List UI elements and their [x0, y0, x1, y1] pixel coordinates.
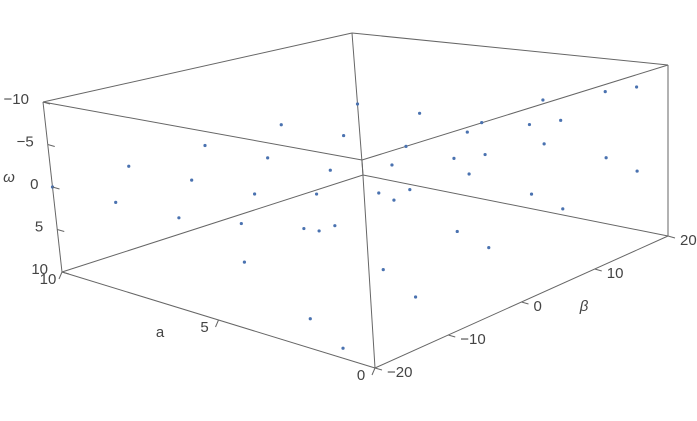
y-tick-label: −10 — [460, 331, 485, 348]
x-axis-label: a — [156, 324, 165, 341]
data-point — [190, 178, 194, 182]
data-point — [480, 121, 484, 125]
z-tick — [52, 186, 60, 190]
data-point — [341, 346, 345, 350]
data-point — [177, 216, 181, 220]
y-tick-label: −20 — [387, 364, 412, 381]
x-tick — [371, 367, 376, 376]
data-point — [603, 90, 607, 94]
data-point — [355, 102, 360, 106]
data-point — [487, 246, 491, 250]
x-tick — [215, 319, 219, 328]
data-point — [467, 172, 471, 176]
z-tick-label: 5 — [35, 218, 43, 235]
data-point — [404, 144, 408, 148]
y-tick — [521, 301, 529, 305]
y-tick-label: 0 — [534, 298, 542, 315]
box-edge — [362, 174, 669, 237]
x-tick — [58, 271, 63, 280]
data-point — [381, 268, 385, 272]
z-tick-label: −10 — [4, 91, 29, 108]
y-tick — [667, 235, 676, 239]
data-point — [392, 198, 396, 202]
data-point — [302, 226, 306, 231]
data-point — [541, 98, 545, 102]
data-point — [527, 122, 532, 127]
data-point — [413, 295, 418, 299]
z-tick — [47, 144, 55, 147]
data-point — [377, 191, 381, 195]
x-tick-label: 0 — [357, 367, 365, 384]
box-edge — [361, 159, 376, 369]
data-point — [542, 142, 546, 146]
data-point — [483, 152, 487, 157]
data-point — [604, 156, 608, 160]
data-point — [455, 229, 459, 234]
data-point — [408, 188, 412, 192]
z-tick-label: 0 — [30, 176, 38, 193]
x-tick-label: 5 — [200, 319, 208, 336]
y-tick-label: 20 — [680, 232, 697, 249]
data-point — [114, 200, 118, 204]
box-edge — [42, 32, 353, 103]
data-point — [242, 260, 247, 264]
data-point — [317, 229, 321, 233]
y-tick-label: 10 — [607, 265, 624, 282]
z-tick — [61, 271, 70, 275]
box-edge — [42, 101, 363, 161]
data-point — [333, 224, 337, 228]
y-tick — [448, 334, 456, 338]
data-point — [452, 156, 456, 160]
box-edge — [61, 174, 364, 273]
z-axis-label: ω — [3, 169, 15, 186]
data-point — [561, 207, 565, 211]
data-point — [127, 164, 131, 168]
box-edge — [351, 32, 669, 66]
x-tick-label: 10 — [40, 271, 57, 288]
z-tick-label: −5 — [17, 133, 34, 150]
data-point — [266, 156, 270, 160]
data-point — [634, 85, 639, 89]
data-point — [203, 143, 207, 148]
box-edge — [361, 64, 669, 161]
data-point — [279, 123, 283, 127]
data-point — [342, 133, 346, 138]
data-point — [314, 192, 319, 196]
z-tick-label: 10 — [31, 261, 48, 278]
y-tick — [594, 268, 602, 272]
data-point — [253, 192, 257, 196]
data-point — [559, 118, 563, 122]
z-tick — [42, 101, 51, 105]
y-tick — [374, 367, 383, 371]
data-point — [635, 169, 639, 173]
z-tick — [57, 229, 65, 232]
data-point — [308, 317, 312, 321]
y-axis-label: β — [579, 298, 589, 315]
data-point — [328, 168, 332, 172]
data-point — [418, 111, 422, 115]
data-point — [239, 221, 243, 226]
data-point — [465, 130, 469, 134]
data-point — [529, 192, 534, 196]
data-point — [390, 163, 394, 167]
